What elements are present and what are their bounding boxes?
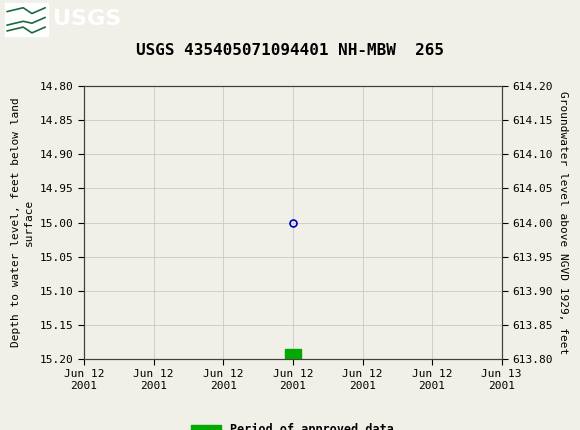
- Y-axis label: Groundwater level above NGVD 1929, feet: Groundwater level above NGVD 1929, feet: [558, 91, 568, 354]
- Text: USGS 435405071094401 NH-MBW  265: USGS 435405071094401 NH-MBW 265: [136, 43, 444, 58]
- Bar: [5, 3, 48, 36]
- Legend: Period of approved data: Period of approved data: [187, 418, 399, 430]
- Bar: [285, 349, 301, 359]
- Y-axis label: Depth to water level, feet below land
surface: Depth to water level, feet below land su…: [11, 98, 34, 347]
- Text: USGS: USGS: [53, 9, 122, 29]
